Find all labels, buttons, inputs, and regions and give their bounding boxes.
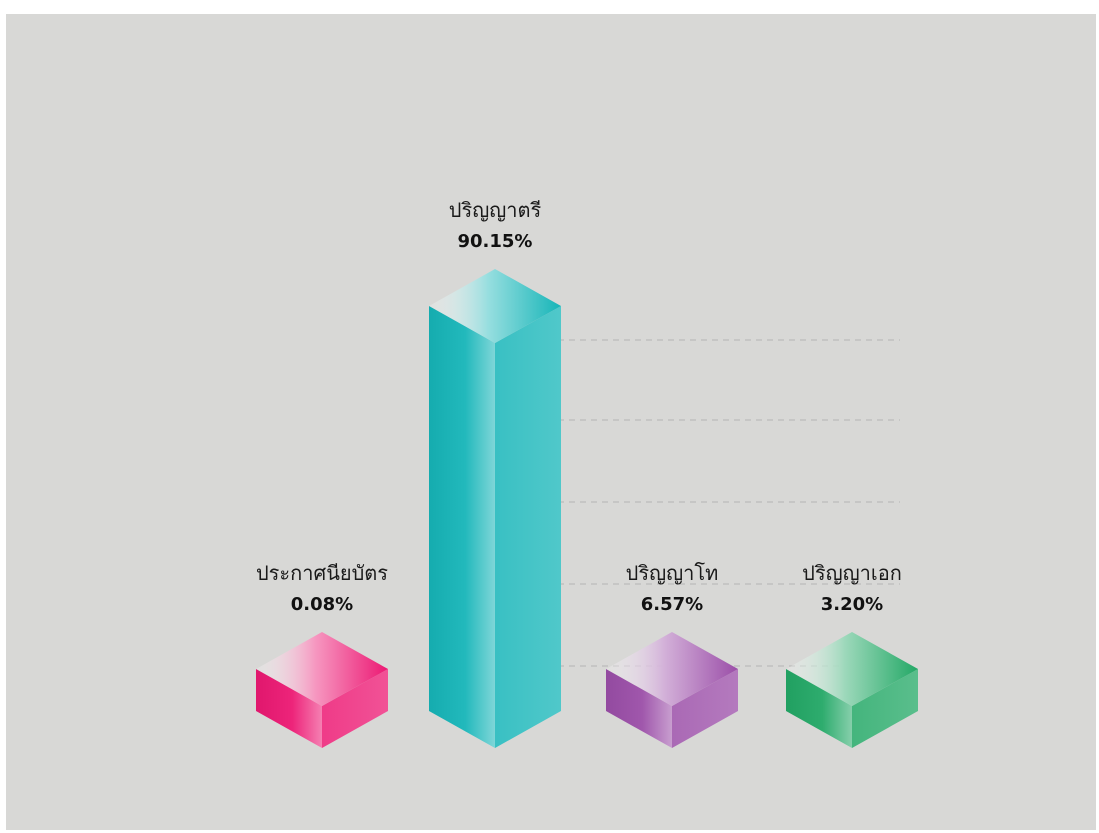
bar-bachelor — [429, 269, 561, 748]
value-label-master: 6.57% — [641, 594, 703, 615]
value-label-bachelor: 90.15% — [458, 231, 533, 252]
value-label-certificate: 0.08% — [291, 594, 353, 615]
bar-right-face — [852, 669, 918, 748]
bar-master — [606, 632, 738, 748]
bar-top-face — [606, 632, 738, 706]
bar-top-face — [256, 632, 388, 706]
category-label-master: ปริญญาโท — [626, 561, 719, 585]
bar-top-face — [786, 632, 918, 706]
bar-group — [256, 269, 918, 748]
bar-right-face — [495, 306, 561, 748]
bar-left-face — [429, 306, 495, 748]
bar-certificate — [256, 632, 388, 748]
bar-left-face — [256, 669, 322, 748]
bar-right-face — [322, 669, 388, 748]
label-group: ประกาศนียบัตร 0.08% ปริญญาตรี 90.15% ปริญญาโ… — [256, 198, 902, 615]
value-label-doctorate: 3.20% — [821, 594, 883, 615]
category-label-doctorate: ปริญญาเอก — [802, 561, 902, 585]
category-label-bachelor: ปริญญาตรี — [449, 198, 542, 222]
bar-doctorate — [786, 632, 918, 748]
bar-left-face — [786, 669, 852, 748]
bar-top-face — [429, 269, 561, 343]
category-label-certificate: ประกาศนียบัตร — [256, 561, 388, 585]
bar-right-face — [672, 669, 738, 748]
bar-left-face — [606, 669, 672, 748]
